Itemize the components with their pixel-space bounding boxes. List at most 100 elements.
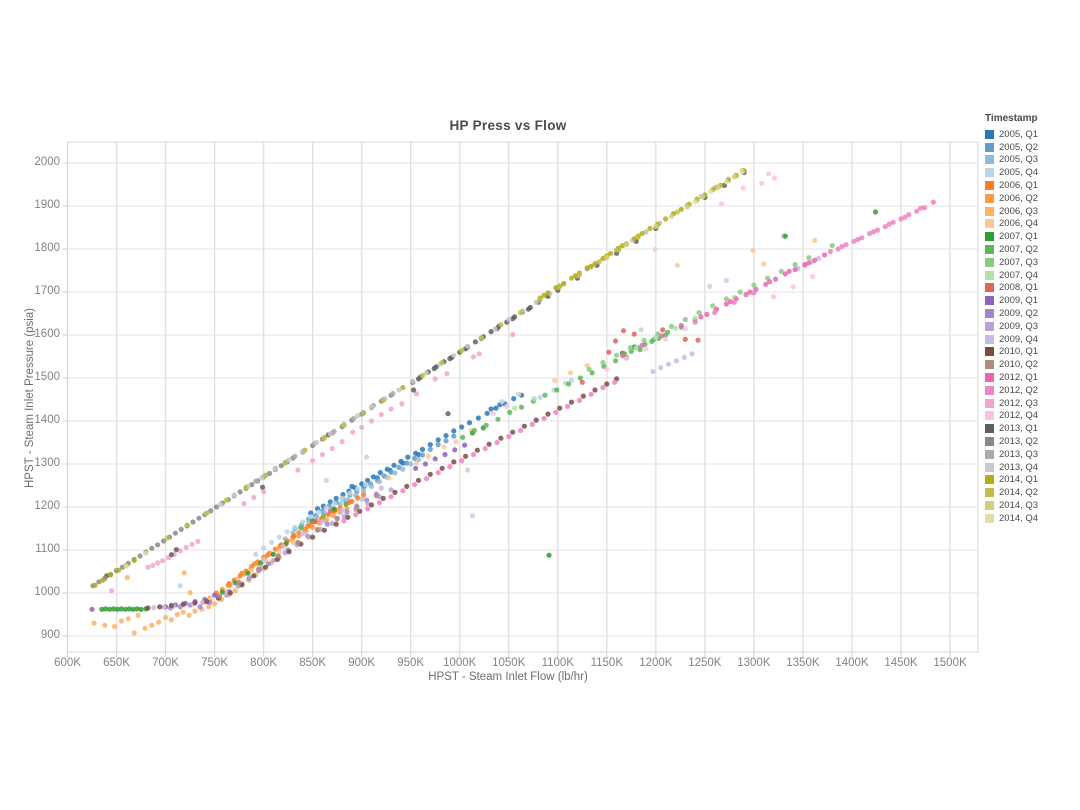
data-point[interactable]: [614, 352, 620, 358]
data-point[interactable]: [161, 604, 167, 610]
data-point[interactable]: [327, 499, 333, 505]
data-point[interactable]: [156, 619, 162, 625]
data-point[interactable]: [89, 606, 95, 612]
data-point[interactable]: [324, 521, 330, 527]
data-point[interactable]: [490, 410, 496, 416]
data-point[interactable]: [364, 454, 370, 460]
data-point[interactable]: [542, 392, 548, 398]
data-point[interactable]: [635, 234, 641, 240]
data-point[interactable]: [415, 477, 422, 483]
data-point[interactable]: [340, 491, 346, 498]
data-point[interactable]: [378, 485, 384, 491]
data-point[interactable]: [261, 488, 267, 495]
data-point[interactable]: [260, 484, 266, 490]
data-point[interactable]: [208, 508, 214, 514]
data-point[interactable]: [639, 230, 645, 237]
data-point[interactable]: [263, 564, 269, 570]
data-point[interactable]: [219, 589, 225, 595]
data-point[interactable]: [637, 347, 643, 353]
legend-item[interactable]: 2009, Q4: [985, 333, 1080, 346]
data-point[interactable]: [731, 174, 737, 180]
data-point[interactable]: [557, 405, 563, 411]
data-point[interactable]: [782, 233, 788, 239]
data-point[interactable]: [882, 224, 888, 230]
data-point[interactable]: [292, 453, 298, 459]
legend-item[interactable]: 2013, Q4: [985, 461, 1080, 474]
data-point[interactable]: [678, 206, 684, 212]
data-point[interactable]: [172, 530, 178, 536]
data-point[interactable]: [161, 538, 167, 544]
data-point[interactable]: [251, 494, 257, 501]
data-point[interactable]: [142, 625, 148, 631]
data-point[interactable]: [344, 509, 350, 515]
data-point[interactable]: [506, 316, 512, 323]
data-point[interactable]: [400, 488, 406, 494]
data-point[interactable]: [173, 547, 179, 553]
legend-item[interactable]: 2007, Q4: [985, 269, 1080, 282]
legend-item[interactable]: 2010, Q1: [985, 346, 1080, 359]
data-point[interactable]: [319, 451, 325, 458]
data-point[interactable]: [553, 409, 559, 415]
data-point[interactable]: [921, 205, 928, 211]
data-point[interactable]: [231, 492, 237, 498]
data-point[interactable]: [419, 372, 426, 378]
data-point[interactable]: [327, 508, 333, 514]
data-point[interactable]: [237, 489, 243, 495]
data-point[interactable]: [604, 255, 610, 261]
data-point[interactable]: [778, 268, 784, 274]
data-point[interactable]: [134, 606, 140, 612]
data-point[interactable]: [906, 212, 912, 218]
data-point[interactable]: [284, 529, 290, 535]
data-point[interactable]: [155, 560, 161, 566]
data-point[interactable]: [330, 513, 336, 519]
data-point[interactable]: [619, 353, 626, 359]
legend-item[interactable]: 2007, Q1: [985, 230, 1080, 243]
data-point[interactable]: [470, 451, 477, 458]
data-point[interactable]: [432, 376, 438, 382]
data-point[interactable]: [359, 424, 365, 430]
data-point[interactable]: [112, 623, 118, 630]
legend-item[interactable]: 2014, Q1: [985, 474, 1080, 487]
data-point[interactable]: [124, 574, 130, 581]
legend-item[interactable]: 2009, Q1: [985, 294, 1080, 307]
data-point[interactable]: [295, 467, 301, 473]
data-point[interactable]: [482, 445, 488, 452]
data-point[interactable]: [695, 337, 701, 343]
data-point[interactable]: [867, 230, 873, 237]
data-point[interactable]: [306, 534, 312, 540]
data-point[interactable]: [613, 358, 619, 364]
data-point[interactable]: [441, 444, 447, 450]
data-point[interactable]: [174, 611, 180, 618]
data-point[interactable]: [368, 418, 375, 424]
data-point[interactable]: [541, 415, 547, 421]
data-point[interactable]: [474, 447, 480, 453]
data-point[interactable]: [343, 501, 349, 507]
data-point[interactable]: [419, 452, 426, 458]
data-point[interactable]: [249, 568, 255, 574]
data-point[interactable]: [761, 261, 767, 267]
data-point[interactable]: [192, 608, 198, 614]
data-point[interactable]: [518, 404, 525, 410]
data-point[interactable]: [851, 238, 857, 244]
data-point[interactable]: [484, 410, 490, 416]
data-point[interactable]: [187, 590, 193, 596]
data-point[interactable]: [149, 545, 155, 551]
data-point[interactable]: [131, 557, 137, 563]
data-point[interactable]: [396, 464, 402, 470]
data-point[interactable]: [533, 417, 539, 423]
data-point[interactable]: [135, 612, 141, 619]
data-point[interactable]: [263, 472, 269, 478]
data-point[interactable]: [553, 285, 559, 291]
data-point[interactable]: [204, 510, 210, 516]
data-point[interactable]: [668, 213, 675, 219]
data-point[interactable]: [495, 416, 501, 422]
data-point[interactable]: [812, 237, 818, 243]
data-point[interactable]: [619, 243, 626, 249]
data-point[interactable]: [380, 495, 386, 501]
data-point[interactable]: [439, 465, 445, 471]
data-point[interactable]: [312, 519, 318, 525]
data-point[interactable]: [396, 387, 402, 393]
data-point[interactable]: [118, 606, 124, 612]
data-point[interactable]: [504, 403, 510, 409]
data-point[interactable]: [410, 378, 416, 384]
